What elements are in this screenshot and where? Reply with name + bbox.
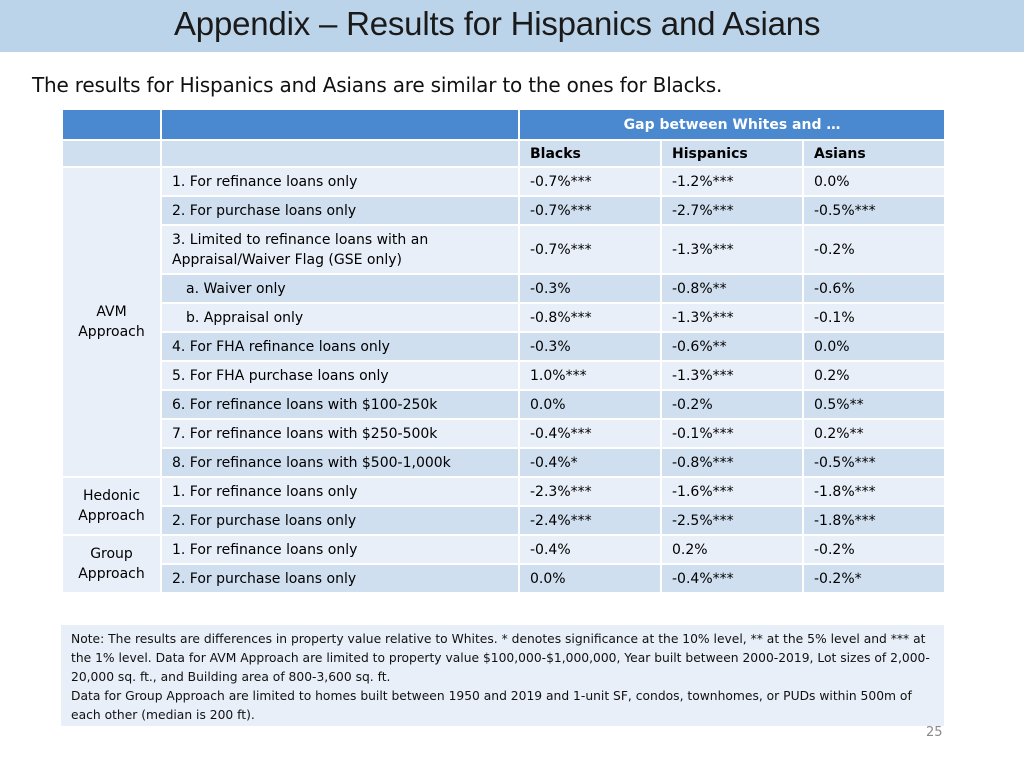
row-label: 7. For refinance loans with $250-500k [160, 418, 520, 449]
row-label: 8. For refinance loans with $500-1,000k [160, 447, 520, 478]
value-hispanics: -1.2%*** [660, 166, 804, 197]
slide-title: Appendix – Results for Hispanics and Asi… [174, 5, 821, 42]
row-label: 3. Limited to refinance loans with an Ap… [160, 224, 520, 275]
subheader-cell-empty [160, 139, 520, 168]
header-gap-label: Gap between Whites and … [518, 108, 946, 141]
value-asians: 0.0% [802, 331, 946, 362]
value-asians: -1.8%*** [802, 505, 946, 536]
value-asians: 0.2%** [802, 418, 946, 449]
header-cell-empty [160, 108, 520, 141]
value-asians: -0.6% [802, 273, 946, 304]
row-label: 6. For refinance loans with $100-250k [160, 389, 520, 420]
header-cell-empty [61, 108, 162, 141]
table-row: 3. Limited to refinance loans with an Ap… [62, 224, 946, 275]
row-label: b. Appraisal only [160, 302, 520, 333]
value-hispanics: -0.4%*** [660, 563, 804, 594]
value-hispanics: -2.7%*** [660, 195, 804, 226]
table-row: 5. For FHA purchase loans only 1.0%*** -… [62, 360, 946, 391]
value-blacks: -2.3%*** [518, 476, 662, 507]
value-hispanics: 0.2% [660, 534, 804, 565]
group-label-avm: AVM Approach [61, 166, 162, 478]
page-number: 25 [926, 725, 943, 740]
value-asians: 0.5%** [802, 389, 946, 420]
value-asians: -1.8%*** [802, 476, 946, 507]
table-row: 4. For FHA refinance loans only -0.3% -0… [62, 331, 946, 362]
table-row: 8. For refinance loans with $500-1,000k … [62, 447, 946, 478]
slide-subtitle: The results for Hispanics and Asians are… [32, 73, 723, 97]
value-hispanics: -0.8%*** [660, 447, 804, 478]
table-row: Group Approach 1. For refinance loans on… [61, 534, 946, 594]
value-hispanics: -0.8%** [660, 273, 804, 304]
row-label: 2. For purchase loans only [160, 505, 520, 536]
group-label-hedonic: Hedonic Approach [61, 476, 162, 536]
note-text-1: Note: The results are differences in pro… [71, 632, 930, 684]
results-table: Gap between Whites and … Blacks Hispanic… [61, 108, 946, 594]
value-asians: -0.2%* [802, 563, 946, 594]
row-label: 4. For FHA refinance loans only [160, 331, 520, 362]
column-header-blacks: Blacks [518, 139, 662, 168]
row-label: 1. For refinance loans only [160, 534, 520, 565]
title-bar: Appendix – Results for Hispanics and Asi… [0, 0, 1024, 52]
value-blacks: -0.4% [518, 534, 662, 565]
value-blacks: -0.3% [518, 273, 662, 304]
value-blacks: -0.7%*** [518, 166, 662, 197]
value-asians: 0.0% [802, 166, 946, 197]
value-hispanics: -1.3%*** [660, 302, 804, 333]
value-hispanics: -1.3%*** [660, 224, 804, 275]
row-label: 1. For refinance loans only [160, 476, 520, 507]
value-hispanics: -1.6%*** [660, 476, 804, 507]
value-blacks: -0.4%* [518, 447, 662, 478]
value-blacks: -0.8%*** [518, 302, 662, 333]
column-header-hispanics: Hispanics [660, 139, 804, 168]
table-row: 2. For purchase loans only -0.7%*** -2.7… [62, 195, 946, 226]
table-row: Hedonic Approach 1. For refinance loans … [61, 476, 946, 536]
value-asians: 0.2% [802, 360, 946, 391]
value-asians: -0.1% [802, 302, 946, 333]
row-label: a. Waiver only [160, 273, 520, 304]
value-hispanics: -0.2% [660, 389, 804, 420]
subheader-cell-empty [61, 139, 162, 168]
table-header-row: Gap between Whites and … [61, 108, 946, 141]
value-hispanics: -1.3%*** [660, 360, 804, 391]
table-row: 2. For purchase loans only -2.4%*** -2.5… [62, 505, 946, 536]
value-blacks: 0.0% [518, 563, 662, 594]
table-row: a. Waiver only -0.3% -0.8%** -0.6% [62, 273, 946, 304]
value-hispanics: -0.6%** [660, 331, 804, 362]
table-row: 2. For purchase loans only 0.0% -0.4%***… [62, 563, 946, 594]
value-asians: -0.2% [802, 534, 946, 565]
value-asians: -0.2% [802, 224, 946, 275]
row-label: 2. For purchase loans only [160, 195, 520, 226]
value-hispanics: -2.5%*** [660, 505, 804, 536]
table-subheader-row: Blacks Hispanics Asians [61, 139, 946, 168]
value-asians: -0.5%*** [802, 447, 946, 478]
table-note: Note: The results are differences in pro… [61, 625, 944, 726]
column-header-asians: Asians [802, 139, 946, 168]
value-blacks: 0.0% [518, 389, 662, 420]
group-label-group: Group Approach [61, 534, 162, 594]
value-hispanics: -0.1%*** [660, 418, 804, 449]
value-blacks: -0.7%*** [518, 224, 662, 275]
table-row: AVM Approach 1. For refinance loans only… [61, 166, 946, 478]
table-row: 6. For refinance loans with $100-250k 0.… [62, 389, 946, 420]
value-asians: -0.5%*** [802, 195, 946, 226]
value-blacks: -2.4%*** [518, 505, 662, 536]
value-blacks: -0.3% [518, 331, 662, 362]
value-blacks: -0.4%*** [518, 418, 662, 449]
row-label: 5. For FHA purchase loans only [160, 360, 520, 391]
table-row: 7. For refinance loans with $250-500k -0… [62, 418, 946, 449]
row-label: 2. For purchase loans only [160, 563, 520, 594]
row-label: 1. For refinance loans only [160, 166, 520, 197]
note-text-2: Data for Group Approach are limited to h… [71, 689, 912, 722]
value-blacks: 1.0%*** [518, 360, 662, 391]
value-blacks: -0.7%*** [518, 195, 662, 226]
table-row: b. Appraisal only -0.8%*** -1.3%*** -0.1… [62, 302, 946, 333]
